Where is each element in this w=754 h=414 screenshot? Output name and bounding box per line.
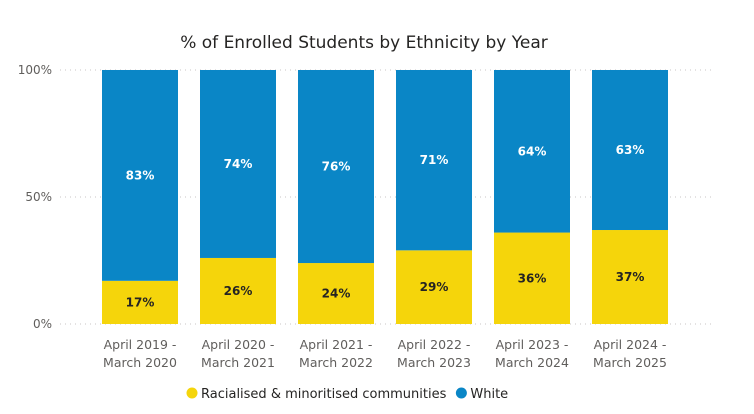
bar-segment[interactable] [298, 70, 374, 264]
x-tick-label: March 2020 [103, 355, 177, 370]
x-tick-label: March 2021 [201, 355, 275, 370]
legend-marker [455, 387, 467, 399]
data-label: 71% [420, 153, 449, 167]
bar-segment[interactable] [592, 230, 668, 324]
bar-segment[interactable] [396, 250, 472, 324]
legend: Racialised & minoritised communities Whit… [186, 387, 508, 402]
data-label: 36% [518, 271, 547, 285]
data-label: 17% [126, 295, 155, 309]
data-label: 24% [322, 287, 351, 301]
bar-segment[interactable] [200, 70, 276, 258]
gridlines [60, 69, 712, 325]
bar-segment[interactable] [298, 263, 374, 324]
legend-marker [186, 387, 198, 399]
legend-label[interactable]: Racialised & minoritised communities [201, 387, 447, 402]
bar-segment[interactable] [102, 70, 178, 281]
data-label: 29% [420, 280, 449, 294]
x-tick-label: March 2024 [495, 355, 569, 370]
bar-segment[interactable] [592, 70, 668, 231]
bar-segment[interactable] [494, 70, 570, 233]
data-label: 83% [126, 168, 155, 182]
x-tick-label: April 2022 - [398, 337, 471, 352]
bars: 17% 83% 26% 74% 24% 76% 29% 71% 36% 64% 37% 63% [102, 70, 668, 324]
chart-title: % of Enrolled Students by Ethnicity by Y… [180, 33, 548, 53]
data-label: 64% [518, 144, 547, 158]
y-axis-ticks: 0% 50% 100% [18, 63, 52, 331]
x-tick-label: April 2021 - [300, 337, 373, 352]
x-tick-label: April 2020 - [202, 337, 275, 352]
x-axis-labels: April 2019 - March 2020 April 2020 - March … [103, 337, 667, 370]
data-label: 76% [322, 160, 351, 174]
x-tick-label: April 2019 - [104, 337, 177, 352]
legend-label[interactable]: White [470, 387, 508, 402]
data-label: 74% [224, 157, 253, 171]
data-label: 26% [224, 284, 253, 298]
bar-segment[interactable] [200, 257, 276, 324]
data-label: 37% [616, 270, 645, 284]
data-label: 63% [616, 143, 645, 157]
x-tick-label: March 2022 [299, 355, 373, 370]
x-tick-label: March 2025 [593, 355, 667, 370]
bar-segment[interactable] [102, 280, 178, 324]
bar-segment[interactable] [396, 70, 472, 251]
y-tick-label: 50% [25, 190, 52, 204]
bar-segment[interactable] [494, 232, 570, 324]
x-tick-label: March 2023 [397, 355, 471, 370]
y-tick-label: 0% [33, 317, 52, 331]
y-tick-label: 100% [18, 63, 52, 77]
x-tick-label: April 2024 - [594, 337, 667, 352]
x-tick-label: April 2023 - [496, 337, 569, 352]
